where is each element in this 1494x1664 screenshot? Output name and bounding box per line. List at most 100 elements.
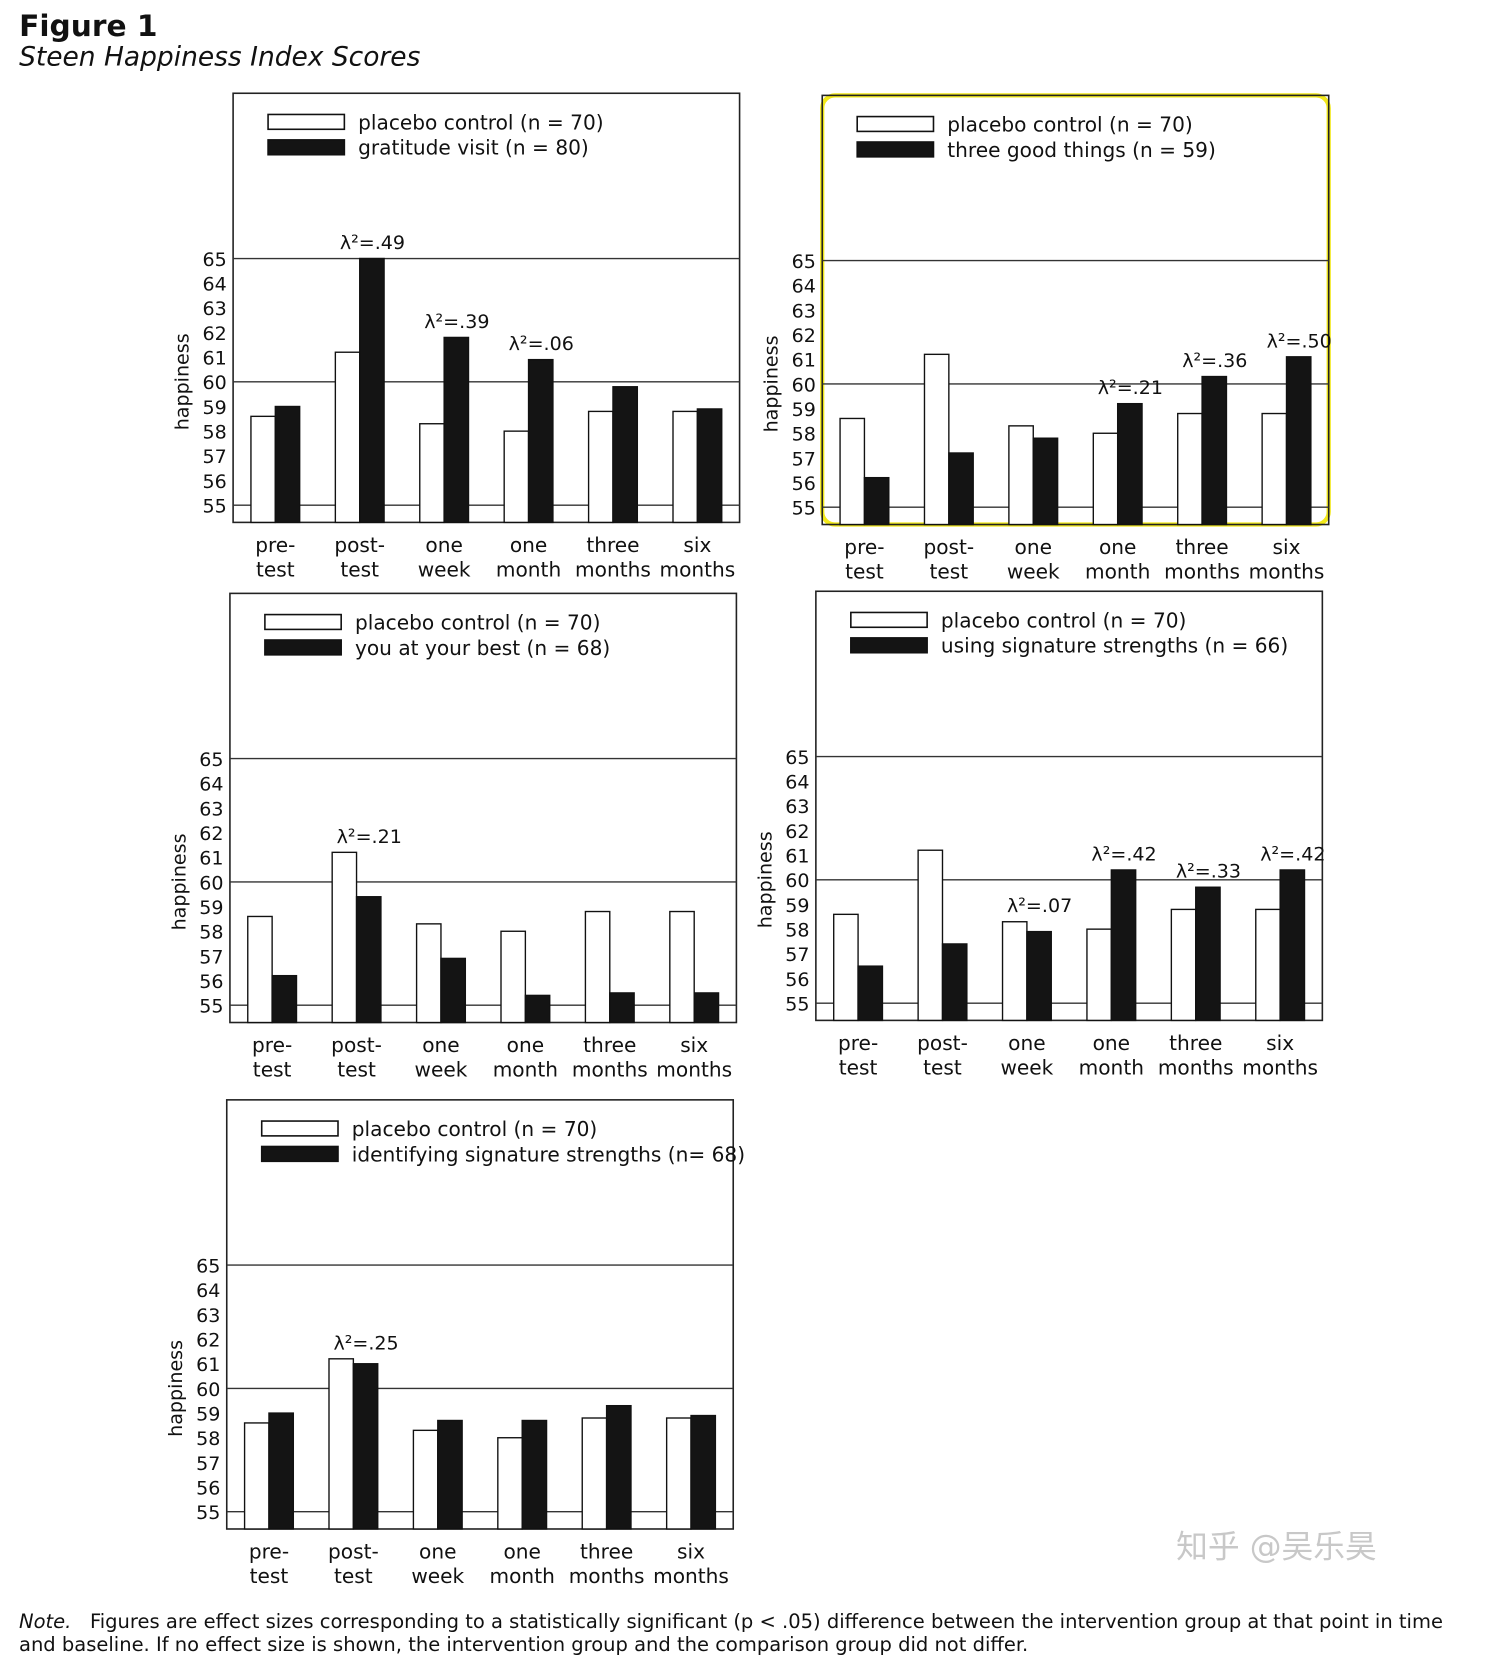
bar bbox=[500, 930, 527, 1024]
y-tick-label: 58 bbox=[202, 422, 226, 444]
x-tick-label: test bbox=[337, 1058, 376, 1082]
effect-size-label: λ²=.07 bbox=[1007, 895, 1072, 917]
x-tick-label: post- bbox=[331, 1033, 382, 1057]
effect-size-label: λ²=.33 bbox=[1176, 861, 1241, 883]
x-tick-label: months bbox=[1242, 1055, 1318, 1079]
x-tick-label: pre- bbox=[249, 1540, 289, 1564]
bar bbox=[917, 849, 944, 1022]
y-tick-label: 55 bbox=[792, 498, 816, 520]
x-tick-label: one bbox=[1099, 535, 1136, 559]
x-tick-label: post- bbox=[923, 535, 974, 559]
bar bbox=[665, 1417, 692, 1530]
x-tick-label: post- bbox=[334, 533, 385, 557]
bar bbox=[857, 965, 884, 1022]
bar bbox=[696, 408, 723, 524]
watermark: 知乎 @吴乐昊 bbox=[1176, 1530, 1377, 1566]
bar bbox=[612, 386, 639, 524]
bar bbox=[334, 351, 361, 524]
y-tick-label: 58 bbox=[199, 922, 223, 944]
y-tick-label: 60 bbox=[199, 872, 223, 894]
x-tick-label: one bbox=[510, 533, 547, 557]
effect-size-label: λ²=.42 bbox=[1091, 843, 1156, 865]
legend-label: using signature strengths (n = 66) bbox=[941, 634, 1288, 658]
x-tick-label: months bbox=[1249, 560, 1325, 584]
x-tick-label: test bbox=[340, 557, 379, 581]
x-tick-label: pre- bbox=[844, 535, 884, 559]
bar bbox=[839, 417, 866, 526]
x-tick-label: one bbox=[503, 1540, 540, 1564]
x-tick-label: test bbox=[334, 1564, 373, 1588]
legend-swatch bbox=[856, 115, 935, 133]
y-tick-label: 57 bbox=[785, 944, 809, 966]
bar bbox=[1261, 412, 1288, 526]
y-tick-label: 63 bbox=[196, 1305, 220, 1327]
y-tick-label: 55 bbox=[785, 994, 809, 1016]
x-tick-label: six bbox=[1272, 535, 1300, 559]
x-tick-label: one bbox=[1093, 1031, 1130, 1055]
x-tick-label: six bbox=[1266, 1031, 1294, 1055]
bar bbox=[1001, 921, 1028, 1022]
x-tick-label: test bbox=[253, 1058, 292, 1082]
bar bbox=[693, 992, 720, 1024]
x-tick-label: test bbox=[845, 560, 884, 584]
x-tick-label: test bbox=[839, 1055, 878, 1079]
legend-label: three good things (n = 59) bbox=[947, 138, 1216, 162]
y-tick-label: 56 bbox=[202, 471, 226, 493]
bar bbox=[1195, 886, 1221, 1022]
x-tick-label: week bbox=[1000, 1055, 1053, 1079]
x-tick-label: month bbox=[490, 1564, 555, 1588]
x-tick-label: six bbox=[677, 1540, 705, 1564]
bar bbox=[605, 1404, 632, 1530]
x-tick-label: pre- bbox=[838, 1031, 878, 1055]
y-tick-label: 56 bbox=[785, 969, 809, 991]
bar bbox=[524, 994, 551, 1024]
bar bbox=[1086, 928, 1113, 1022]
y-tick-label: 59 bbox=[196, 1403, 220, 1425]
x-tick-label: week bbox=[415, 1058, 468, 1082]
x-tick-label: pre- bbox=[252, 1033, 292, 1057]
x-tick-label: one bbox=[419, 1540, 456, 1564]
x-tick-label: months bbox=[659, 557, 735, 581]
bar bbox=[941, 943, 968, 1022]
legend-swatch bbox=[260, 1145, 339, 1163]
bar bbox=[521, 1419, 548, 1530]
x-tick-label: test bbox=[930, 560, 969, 584]
bar bbox=[1026, 930, 1052, 1022]
bar bbox=[274, 405, 301, 524]
bar bbox=[1092, 432, 1119, 526]
bar bbox=[503, 430, 530, 524]
y-tick-label: 64 bbox=[199, 774, 223, 796]
y-tick-label: 58 bbox=[196, 1428, 220, 1450]
y-tick-label: 63 bbox=[202, 298, 226, 320]
x-tick-label: test bbox=[250, 1564, 289, 1588]
x-tick-label: post- bbox=[917, 1031, 968, 1055]
bar bbox=[1110, 869, 1137, 1022]
y-tick-label: 61 bbox=[202, 348, 226, 370]
bar bbox=[1177, 412, 1203, 526]
y-tick-label: 63 bbox=[785, 796, 809, 818]
x-tick-label: three bbox=[580, 1540, 633, 1564]
bar bbox=[412, 1429, 439, 1530]
bar bbox=[672, 410, 699, 524]
x-tick-label: three bbox=[586, 533, 639, 557]
figure-subtitle: Steen Happiness Index Scores bbox=[19, 42, 421, 73]
y-tick-label: 64 bbox=[792, 276, 816, 298]
y-tick-label: 60 bbox=[196, 1379, 220, 1401]
figure-title: Figure 1 bbox=[19, 8, 157, 43]
x-tick-label: one bbox=[425, 533, 462, 557]
bar bbox=[833, 913, 859, 1022]
y-axis-label: happiness bbox=[165, 1340, 187, 1437]
legend-swatch bbox=[264, 639, 342, 656]
bar bbox=[581, 1417, 608, 1530]
bar bbox=[1279, 869, 1306, 1022]
note-label: Note. bbox=[19, 1610, 72, 1633]
note: Note. Figures are effect sizes correspon… bbox=[19, 1610, 1479, 1656]
bar bbox=[527, 358, 554, 524]
y-tick-label: 59 bbox=[792, 399, 816, 421]
bar bbox=[271, 974, 298, 1024]
y-tick-label: 56 bbox=[199, 971, 223, 993]
bar bbox=[1032, 437, 1059, 526]
y-tick-label: 55 bbox=[202, 496, 226, 518]
x-tick-label: six bbox=[680, 1033, 708, 1057]
legend-swatch bbox=[850, 611, 928, 629]
